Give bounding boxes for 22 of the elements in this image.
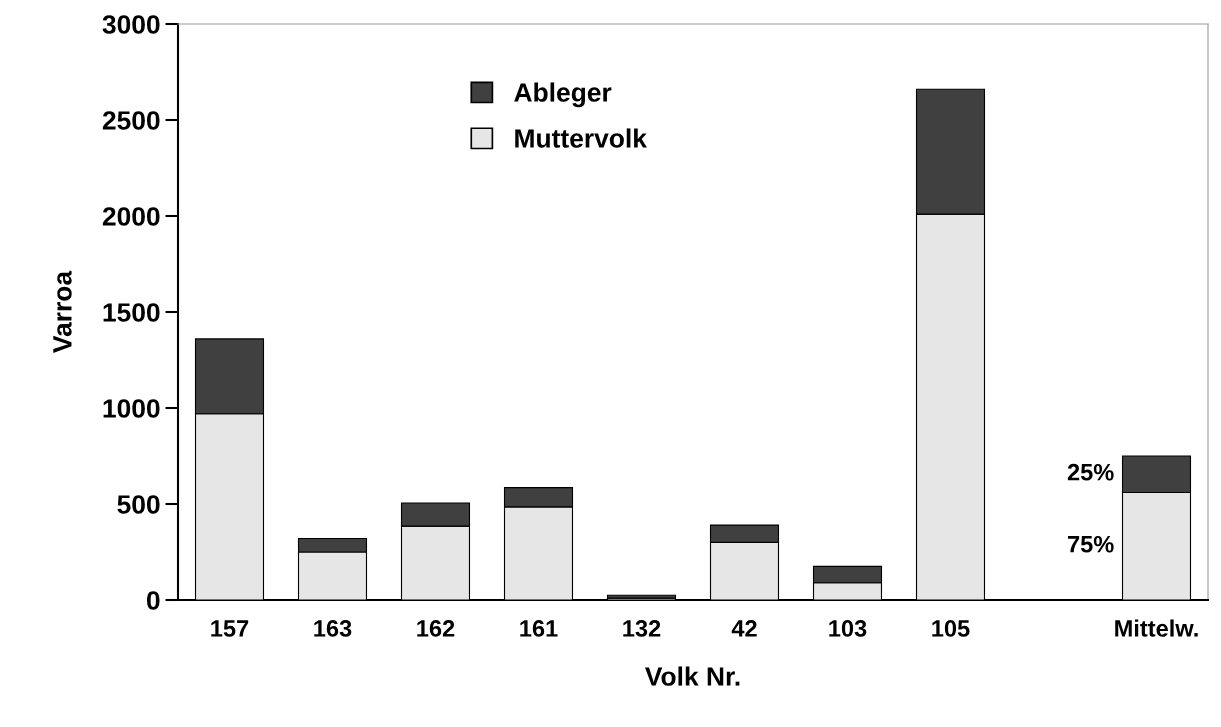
y-tick-label: 3000 [102,15,160,34]
x-tick-label: 42 [731,620,757,637]
y-tick-label: 1500 [103,303,160,322]
y-tick-label: 2000 [102,207,160,226]
x-tick-label: 163 [314,620,352,637]
x-tick-label: Mittelw. [1115,619,1198,637]
legend-label: Ableger [514,82,612,108]
x-tick-label: 105 [932,620,970,637]
x-tick-label: 132 [623,620,661,637]
x-axis-title: Volk Nr. [645,666,740,686]
x-tick-label: 161 [520,620,558,637]
y-tick-label: 1000 [103,399,160,418]
y-tick-label: 500 [117,495,160,514]
y-axis-title: Varroa [53,270,72,353]
x-tick-label: 162 [417,620,455,637]
y-tick-label: 0 [147,591,160,610]
annotation: 25% [1067,463,1114,481]
x-tick-label: 157 [211,620,249,637]
annotation: 75% [1068,535,1114,553]
legend-label: Muttervolk [515,128,647,148]
x-tick-label: 103 [829,620,867,637]
y-tick-label: 2500 [102,111,160,130]
